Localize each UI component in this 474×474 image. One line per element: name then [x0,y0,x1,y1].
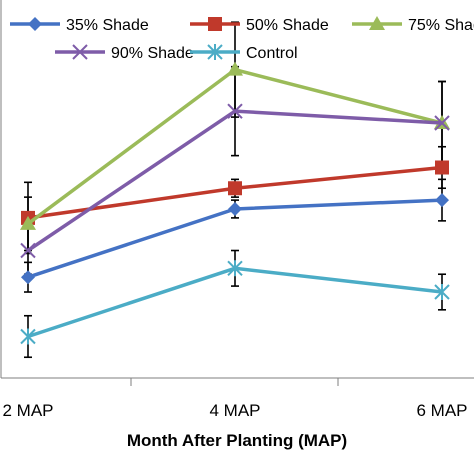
legend-item: 50% Shade [190,17,329,34]
x-axis-title: Month After Planting (MAP) [127,431,347,450]
data-point [20,328,36,345]
data-point [227,260,243,277]
data-point [20,242,36,259]
data-point [435,193,449,208]
legend-marker [369,16,385,30]
legend-label: 75% Shade [408,17,474,34]
data-point [228,181,242,196]
data-point [227,61,243,76]
x-tick-label: 4 MAP [209,401,260,420]
data-point [227,103,243,119]
legend: 35% Shade 50% Shade 75% Shade 90% Shade Cont… [10,16,474,62]
legend-marker [208,17,222,31]
error-bars-90-shade [24,65,446,276]
data-point [434,115,450,131]
x-axis: 2 MAP 4 MAP 6 MAP [2,401,467,420]
legend-label: 35% Shade [66,17,149,34]
legend-item: 90% Shade [55,44,194,62]
legend-item: Control [190,44,298,62]
x-tick-label: 2 MAP [2,401,53,420]
plot-area [0,0,474,386]
series-control [20,260,450,345]
legend-label: 90% Shade [111,45,194,62]
legend-item: 75% Shade [352,16,474,34]
data-point [21,270,35,285]
legend-marker [207,44,223,60]
data-point [435,160,449,175]
legend-marker [72,44,88,60]
series-90-shade [20,103,450,259]
series-35-shade [21,193,449,285]
legend-label: Control [246,45,298,62]
legend-item: 35% Shade [10,17,149,34]
data-point [228,202,242,216]
data-point [434,284,450,301]
data-point [20,215,36,230]
x-tick-label: 6 MAP [416,401,467,420]
legend-marker [28,17,42,31]
legend-label: 50% Shade [246,17,329,34]
